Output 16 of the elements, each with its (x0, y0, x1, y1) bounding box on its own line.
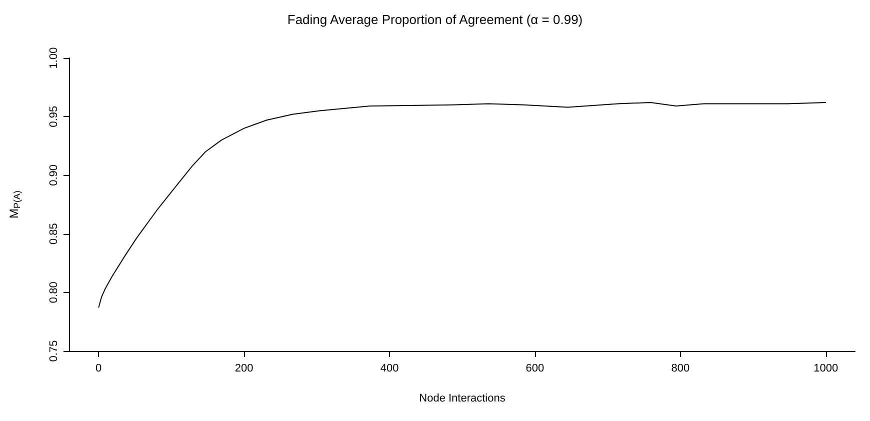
y-tick-label: 1.00 (48, 47, 60, 69)
x-axis-title: Node Interactions (419, 392, 506, 404)
x-tick-label: 1000 (814, 362, 838, 374)
y-tick-label: 0.95 (48, 106, 60, 128)
x-tick-label: 200 (234, 362, 254, 374)
y-tick-label: 0.80 (48, 282, 60, 304)
y-tick-label: 0.90 (48, 164, 60, 186)
x-tick-label: 600 (526, 362, 544, 374)
chart-title: Fading Average Proportion of Agreement (α = 0.99) (287, 12, 583, 27)
y-tick-label: 0.75 (48, 340, 60, 362)
x-tick-label: 400 (380, 362, 399, 374)
line-series (98, 102, 826, 308)
x-tick-label: 800 (671, 362, 690, 374)
y-tick-label: 0.85 (48, 223, 60, 245)
y-axis-title: MP(A) (7, 190, 22, 218)
x-tick-label: 0 (96, 362, 102, 374)
